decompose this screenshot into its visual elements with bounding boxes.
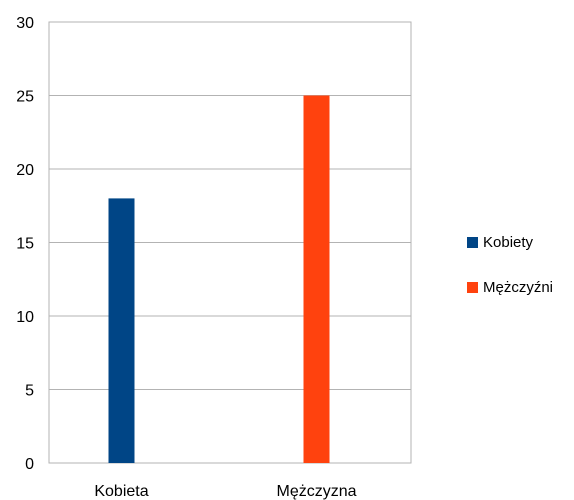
y-tick-label: 10 (16, 309, 34, 326)
y-tick-label: 30 (16, 15, 34, 32)
legend-label: Kobiety (483, 233, 534, 251)
x-category-label: Kobieta (94, 483, 148, 500)
legend: Kobiety Mężczyźni (467, 232, 553, 322)
y-tick-label: 5 (25, 383, 34, 400)
bar-mężczyzna (303, 95, 330, 463)
y-tick-label: 20 (16, 162, 34, 179)
x-category-label: Mężczyzna (276, 483, 356, 500)
y-tick-label: 15 (16, 236, 34, 253)
legend-label: Mężczyźni (483, 278, 554, 296)
bars (108, 95, 330, 463)
y-tick-label: 25 (16, 89, 34, 106)
bar-kobieta (108, 198, 135, 463)
legend-item-kobiety: Kobiety (467, 232, 553, 252)
y-tick-label: 0 (25, 456, 34, 473)
x-axis-labels: Kobieta Mężczyzna (94, 483, 356, 500)
legend-item-mezczyzni: Mężczyźni (467, 277, 553, 297)
y-axis-ticks: 0 5 10 15 20 25 30 (16, 15, 34, 473)
legend-swatch-kobiety (467, 236, 478, 248)
legend-swatch-mezczyzni (467, 281, 478, 293)
